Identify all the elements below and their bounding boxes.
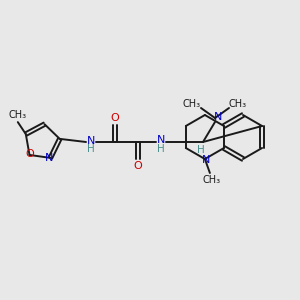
Text: H: H: [197, 145, 205, 155]
Text: N: N: [202, 155, 210, 165]
Text: CH₃: CH₃: [9, 110, 27, 120]
Text: CH₃: CH₃: [229, 99, 247, 109]
Text: N: N: [214, 112, 222, 122]
Text: CH₃: CH₃: [183, 99, 201, 109]
Text: O: O: [25, 149, 34, 159]
Text: N: N: [45, 153, 54, 163]
Text: CH₃: CH₃: [203, 175, 221, 185]
Text: H: H: [157, 144, 165, 154]
Text: O: O: [134, 161, 142, 171]
Text: O: O: [111, 113, 119, 123]
Text: N: N: [157, 135, 165, 145]
Text: H: H: [87, 144, 95, 154]
Text: N: N: [87, 136, 95, 146]
